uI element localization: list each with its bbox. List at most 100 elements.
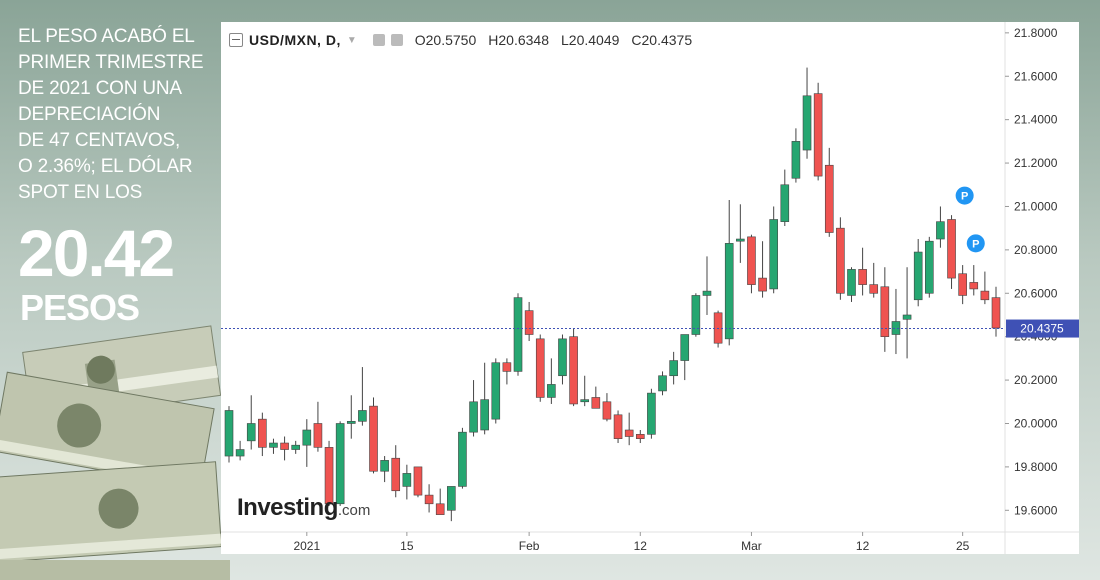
candle-body-down: [880, 286, 890, 337]
candle: [891, 288, 901, 355]
y-tick-label: 20.6000: [1014, 286, 1058, 300]
candle-body-down: [313, 423, 323, 448]
event-marker-label: P: [961, 191, 968, 203]
candle: [736, 204, 745, 263]
candle-body-up: [669, 360, 678, 377]
x-axis: 2021 15 Feb 12 Mar 12 25: [293, 532, 970, 553]
candle: [669, 351, 678, 385]
candle: [769, 206, 778, 294]
chart-panel: USD/MXN, D, ▼ O20.5750 H20.6348 L20.4049…: [221, 22, 1079, 554]
y-tick-label: 21.2000: [1014, 156, 1058, 170]
candle: [780, 169, 790, 226]
x-tick-label: 25: [956, 539, 970, 553]
candle-body-up: [291, 444, 300, 450]
y-tick-label: 21.4000: [1014, 113, 1058, 127]
candle-body-down: [369, 405, 378, 472]
candle-body-up: [736, 238, 745, 242]
candle: [569, 328, 578, 407]
headline-line: DEPRECIACIÓN: [18, 104, 161, 125]
candle: [358, 367, 367, 426]
headline-unit: PESOS: [20, 287, 140, 328]
x-tick-label: 12: [634, 539, 648, 553]
candle-body-down: [858, 269, 867, 285]
candle-body-up: [902, 314, 912, 320]
candle-body-up: [647, 392, 656, 435]
candle-body-down: [591, 397, 601, 409]
markers: PP: [955, 186, 985, 253]
candle: [447, 486, 456, 522]
candle-body-up: [702, 290, 712, 296]
candle: [635, 430, 645, 444]
visibility-icon[interactable]: [372, 34, 385, 46]
candle: [591, 386, 601, 409]
candle: [958, 265, 967, 305]
y-tick-label: 21.8000: [1014, 26, 1058, 40]
candle: [413, 466, 423, 498]
candle-body-down: [813, 93, 823, 177]
candle-body-down: [524, 310, 534, 335]
candle: [758, 241, 767, 298]
candle: [913, 239, 923, 307]
last-price-tag: [1006, 319, 1079, 338]
candle-body-down: [980, 290, 990, 301]
event-marker-circle[interactable]: [955, 186, 974, 205]
candle: [335, 421, 345, 506]
candle-body-down: [713, 312, 723, 344]
settings-icon[interactable]: [390, 34, 403, 46]
candle-body-down: [613, 414, 623, 439]
candle-body-up: [558, 338, 567, 377]
event-marker[interactable]: P: [955, 186, 974, 205]
candle-body-up: [891, 321, 901, 335]
candle: [369, 397, 378, 474]
x-tick-label: 15: [400, 539, 414, 553]
y-tick-label: 21.0000: [1014, 199, 1058, 213]
candle-body-down: [635, 434, 645, 439]
candle: [235, 440, 245, 461]
candle: [658, 371, 667, 396]
y-tick-label: 19.8000: [1014, 460, 1058, 474]
candle: [324, 440, 334, 506]
candle: [991, 286, 1001, 337]
event-marker-circle[interactable]: [966, 234, 985, 253]
candle-body-up: [791, 141, 801, 179]
investing-logo: Investing.com: [237, 494, 371, 521]
candle: [980, 271, 990, 305]
headline-line: PRIMER TRIMESTRE: [18, 52, 204, 73]
candle-body-up: [780, 184, 790, 222]
chevron-down-icon[interactable]: ▼: [346, 34, 357, 46]
candlestick-chart[interactable]: 21.8000 21.6000 21.4000 21.2000 21.0000 20.80…: [221, 22, 1079, 554]
candle: [791, 128, 801, 183]
candle: [680, 334, 690, 381]
candle-body-up: [513, 297, 523, 372]
event-marker-label: P: [972, 238, 979, 250]
candle-body-down: [280, 442, 289, 450]
last-price-line: 20.4375: [221, 319, 1079, 338]
candle-body-down: [824, 164, 834, 233]
candle-body-up: [724, 243, 734, 340]
candle: [480, 362, 489, 435]
candle: [902, 267, 912, 359]
candle: [580, 375, 590, 407]
candle-body-down: [958, 273, 967, 296]
headline-value: 20.42: [18, 216, 175, 290]
candle-body-down: [535, 338, 545, 398]
candle-body-up: [691, 295, 701, 335]
candle-body-up: [224, 410, 234, 457]
candle: [824, 147, 834, 237]
headline-line: DE 2021 CON UNA: [18, 78, 182, 99]
candle-body-down: [424, 494, 434, 505]
x-tick-label: 2021: [293, 539, 320, 553]
candle: [747, 234, 756, 294]
candle: [435, 488, 445, 515]
candle-body-down: [947, 219, 956, 279]
candle-body-up: [447, 486, 456, 511]
event-marker[interactable]: P: [966, 234, 985, 253]
chart-legend: USD/MXN, D, ▼ O20.5750 H20.6348 L20.4049…: [229, 32, 692, 48]
candle-body-down: [747, 236, 756, 285]
collapse-legend-icon[interactable]: [229, 33, 243, 47]
candle: [691, 293, 701, 337]
candle-body-up: [658, 375, 667, 392]
y-tick-label: 21.6000: [1014, 69, 1058, 83]
candle: [802, 67, 812, 159]
symbol-label: USD/MXN, D,: [249, 32, 341, 48]
